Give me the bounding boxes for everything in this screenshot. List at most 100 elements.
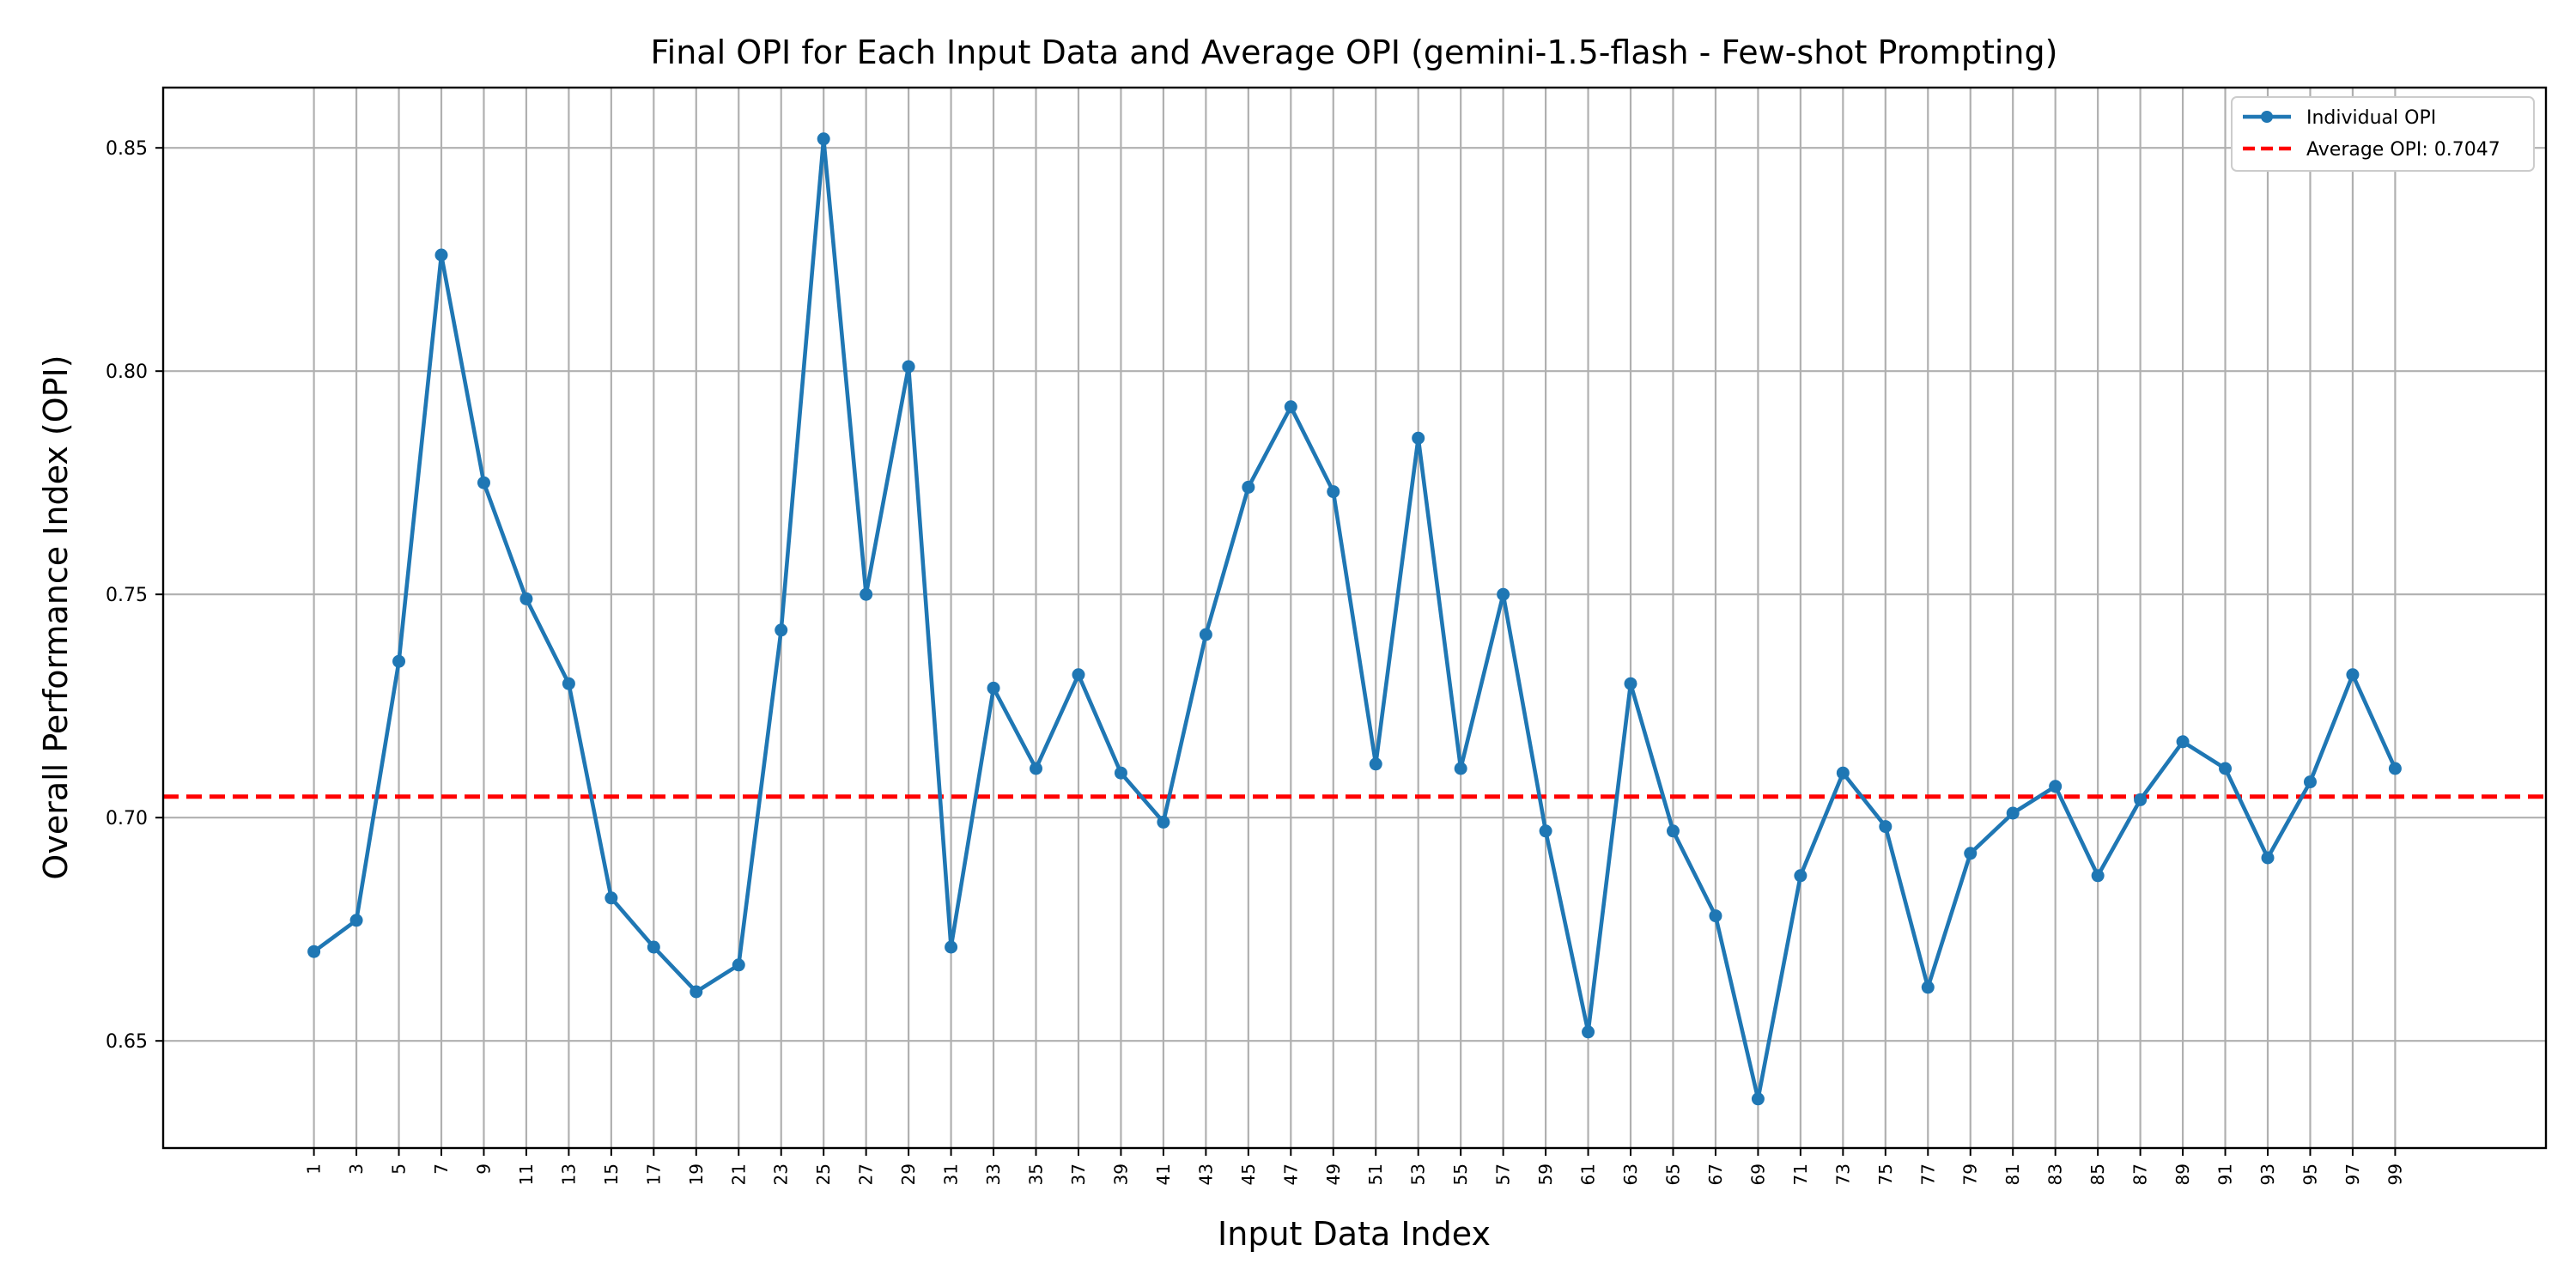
x-axis-label: Input Data Index <box>1218 1215 1491 1253</box>
y-tick-label: 0.75 <box>106 585 148 606</box>
plot-frame <box>161 86 2548 1150</box>
data-point <box>349 914 363 927</box>
x-tick-label: 99 <box>2385 1163 2405 1185</box>
x-tick-label: 21 <box>728 1163 749 1185</box>
data-point <box>1582 1025 1595 1039</box>
data-point <box>307 945 321 958</box>
data-point <box>860 587 873 601</box>
data-point <box>2134 793 2148 806</box>
x-tick-label: 1 <box>304 1163 325 1175</box>
x-tick-label: 93 <box>2257 1163 2278 1185</box>
x-tick-label: 33 <box>983 1163 1004 1185</box>
data-point <box>647 940 660 954</box>
x-tick-label: 97 <box>2342 1163 2363 1185</box>
x-tick-label: 65 <box>1662 1163 1683 1185</box>
data-point <box>477 476 490 489</box>
x-tick-label: 79 <box>1960 1163 1981 1185</box>
data-point <box>1709 909 1722 923</box>
data-point <box>2346 668 2360 682</box>
x-tick-label: 71 <box>1790 1163 1811 1185</box>
x-tick-label: 31 <box>941 1163 962 1185</box>
data-point <box>732 958 745 972</box>
data-point <box>1199 628 1212 641</box>
x-tick-label: 17 <box>643 1163 664 1185</box>
tick-layer: 1 3 5 7 9 11 13 15 17 19 21 23 25 27 29 31 33 35 37 39 41 43 4… <box>106 138 2405 1185</box>
x-tick-label: 15 <box>601 1163 622 1185</box>
x-tick-label: 57 <box>1493 1163 1514 1185</box>
x-tick-label: 75 <box>1875 1163 1896 1185</box>
data-point <box>434 248 448 262</box>
x-tick-label: 35 <box>1026 1163 1047 1185</box>
x-tick-label: 43 <box>1195 1163 1216 1185</box>
x-tick-label: 61 <box>1578 1163 1599 1185</box>
data-point <box>1921 981 1935 994</box>
data-point <box>902 360 915 374</box>
x-tick-label: 5 <box>389 1163 410 1175</box>
data-point <box>2261 851 2275 865</box>
y-axis-label: Overall Performance Index (OPI) <box>37 355 75 879</box>
data-point <box>2006 806 2020 820</box>
x-tick-label: 25 <box>813 1163 834 1185</box>
x-tick-label: 85 <box>2087 1163 2108 1185</box>
data-point <box>1284 400 1297 414</box>
x-tick-label: 29 <box>898 1163 919 1185</box>
data-point <box>1157 815 1170 829</box>
x-tick-label: 69 <box>1747 1163 1768 1185</box>
data-point <box>1497 587 1510 601</box>
x-tick-label: 83 <box>2045 1163 2066 1185</box>
legend-average-label: Average OPI: 0.7047 <box>2306 139 2500 161</box>
x-tick-label: 89 <box>2172 1163 2193 1185</box>
legend-series-marker <box>2261 111 2273 123</box>
x-tick-label: 45 <box>1238 1163 1259 1185</box>
x-tick-label: 49 <box>1323 1163 1344 1185</box>
x-tick-label: 81 <box>2002 1163 2023 1185</box>
data-point <box>519 592 533 605</box>
x-tick-label: 27 <box>856 1163 877 1185</box>
grid <box>163 88 2546 1148</box>
data-point <box>1964 847 1978 860</box>
data-point <box>1412 431 1425 445</box>
individual-opi-line <box>313 137 2397 1102</box>
y-tick-label: 0.85 <box>106 138 148 160</box>
legend-box <box>2231 96 2535 172</box>
legend-series-label: Individual OPI <box>2306 107 2436 129</box>
data-point <box>2388 762 2402 775</box>
data-point <box>2176 735 2190 749</box>
x-tick-label: 67 <box>1705 1163 1726 1185</box>
y-tick-label: 0.70 <box>106 808 148 829</box>
chart-title: Final OPI for Each Input Data and Averag… <box>651 33 2058 71</box>
data-point <box>2091 869 2105 883</box>
x-tick-label: 51 <box>1365 1163 1386 1185</box>
data-point <box>562 677 575 690</box>
data-point <box>1794 869 1807 883</box>
data-point <box>1327 485 1340 499</box>
x-tick-label: 41 <box>1153 1163 1174 1185</box>
data-point <box>1539 824 1552 838</box>
x-tick-label: 11 <box>516 1163 537 1185</box>
series-layer <box>307 132 2402 1106</box>
x-tick-label: 77 <box>1917 1163 1938 1185</box>
x-tick-label: 47 <box>1280 1163 1301 1185</box>
legend: Individual OPI Average OPI: 0.7047 <box>2231 96 2535 172</box>
data-point <box>690 985 703 999</box>
data-point <box>2219 762 2233 775</box>
y-tick-label: 0.65 <box>106 1031 148 1053</box>
x-tick-label: 9 <box>473 1163 494 1175</box>
data-point <box>987 681 1000 695</box>
data-point <box>2049 780 2063 793</box>
data-point <box>1242 480 1255 494</box>
data-point <box>775 623 788 637</box>
x-tick-label: 37 <box>1068 1163 1089 1185</box>
data-point <box>605 891 618 905</box>
x-tick-label: 13 <box>558 1163 579 1185</box>
data-point <box>1666 824 1680 838</box>
data-point <box>1879 820 1893 834</box>
data-point <box>1624 677 1637 690</box>
x-tick-label: 39 <box>1110 1163 1131 1185</box>
x-tick-label: 3 <box>346 1163 367 1175</box>
data-point <box>945 940 958 954</box>
data-point <box>1454 762 1467 775</box>
x-tick-label: 53 <box>1408 1163 1429 1185</box>
